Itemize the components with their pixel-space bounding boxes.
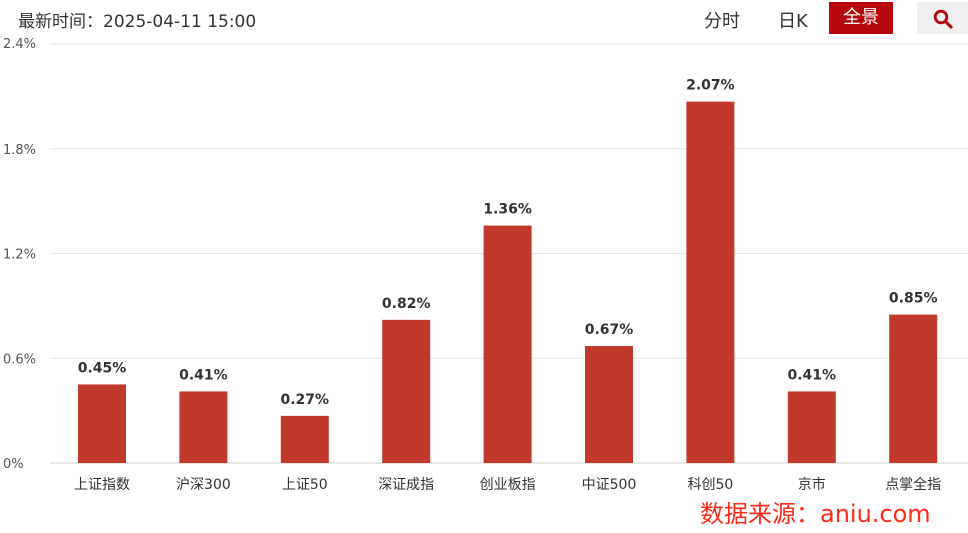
bar	[686, 101, 735, 464]
data-label: 0.82%	[382, 296, 431, 312]
x-tick-label: 科创50	[687, 477, 733, 493]
chart-toolbar: 最新时间：2025-04-11 15:00 分时 日K 全景	[0, 0, 968, 38]
data-label: 0.41%	[788, 367, 837, 383]
x-tick-label: 上证50	[282, 477, 328, 493]
x-tick-label: 上证指数	[74, 477, 130, 493]
bar	[179, 391, 228, 463]
bar	[280, 415, 329, 463]
tab-daily-k[interactable]: 日K	[778, 11, 808, 32]
x-tick-label: 京市	[798, 476, 826, 493]
y-tick-label: 2.4%	[3, 37, 36, 52]
bar	[889, 314, 938, 463]
bar	[787, 391, 836, 463]
update-time-label: 最新时间：2025-04-11 15:00	[18, 12, 257, 32]
x-tick-label: 中证500	[582, 477, 637, 493]
data-label: 0.45%	[78, 360, 127, 376]
data-source-note: 数据来源：aniu.com	[700, 500, 931, 528]
bar	[483, 225, 532, 463]
y-tick-label: 0.6%	[3, 352, 36, 367]
data-label: 0.67%	[585, 322, 634, 338]
data-label: 0.27%	[281, 392, 330, 408]
data-label: 0.41%	[179, 367, 228, 383]
bar	[78, 384, 126, 463]
tab-panorama[interactable]: 全景	[829, 2, 893, 34]
bar-chart: 0% 0.6% 1.2% 1.8% 2.4% 0.45% 上证指数 0.41% 沪深300 0.2…	[3, 37, 968, 493]
tab-intraday[interactable]: 分时	[704, 11, 740, 32]
x-tick-label: 沪深300	[176, 477, 231, 493]
x-tick-label: 点掌全指	[885, 476, 941, 493]
search-icon	[933, 9, 953, 29]
data-label: 1.36%	[483, 202, 532, 218]
y-tick-label: 1.2%	[3, 248, 36, 263]
y-tick-label: 0%	[3, 457, 24, 472]
bar	[382, 319, 431, 463]
bar	[585, 346, 633, 463]
data-label: 0.85%	[889, 291, 938, 307]
y-tick-label: 1.8%	[3, 143, 36, 158]
search-button[interactable]	[917, 2, 968, 34]
x-tick-label: 创业板指	[480, 477, 536, 493]
x-tick-label: 深证成指	[378, 477, 434, 493]
data-label: 2.07%	[686, 78, 735, 94]
